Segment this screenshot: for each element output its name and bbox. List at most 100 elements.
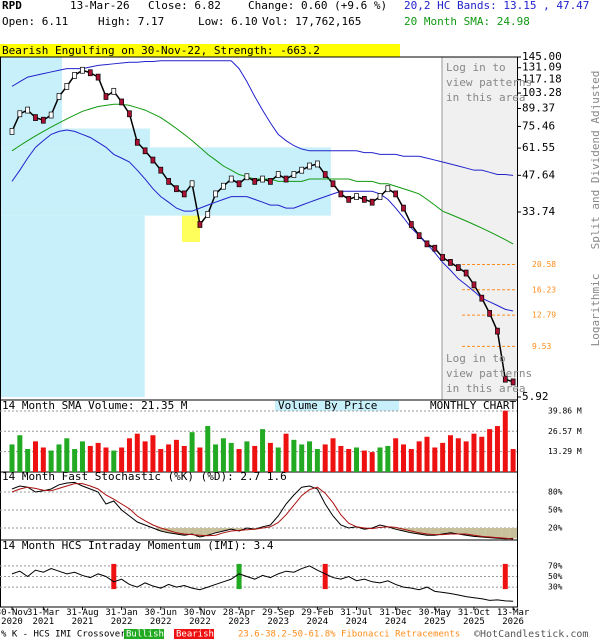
series-line [11,483,514,540]
y-tick-label: 89.37 [522,101,555,114]
volume-bar [369,452,375,472]
close-marker [236,180,242,188]
close-marker [64,83,70,90]
y-tick-label: 5.92 [522,390,549,403]
scale-label: Logarithmic [589,274,600,347]
close-marker [362,196,367,203]
close-marker [291,171,297,178]
vbp-title: Volume By Price [278,399,377,412]
close-marker [354,193,359,200]
close-marker [307,162,312,170]
y-tick-label: 75.46 [522,119,555,132]
close-marker [283,175,289,183]
symbol: RPD [2,0,22,12]
volume-bar [385,445,391,472]
footer-bullish: Bullish [126,630,164,640]
close-marker [455,264,461,271]
volume-bar [150,435,156,472]
close-marker [369,198,375,206]
close-marker [111,87,117,95]
oversold-fill [470,528,478,537]
oversold-fill [454,528,463,534]
y-tick-label: 145.00 [522,50,562,63]
bullish-crossover [236,563,242,590]
volume-bar [197,447,203,472]
close-marker [299,166,305,174]
volume-bar [314,449,320,472]
close-marker [95,73,101,81]
close-marker [252,178,258,185]
oversold-fill [156,528,165,531]
volume-bar [377,447,383,472]
imi-title: 14 Month HCS Intraday Momentum (IMI): 3.… [2,539,274,552]
x-tick-label: 29-Sep 2023 [261,608,295,627]
oversold-fill [509,528,518,539]
volume-bar [487,429,493,472]
close-marker [424,240,430,248]
y-tick-label: 61.55 [522,141,555,154]
close-marker [33,114,38,121]
change: Change: 0.60 (+9.6 %) [248,0,387,12]
high: High: 7.17 [98,15,164,28]
footer-fibonacci: 23.6-38.2-50-61.8% Fibonacci Retracement… [238,630,460,640]
close-marker [56,93,62,100]
volume-bar [111,450,117,472]
close-marker [268,178,273,185]
close-marker [87,69,93,77]
login-notice: Log in to view patterns in this area [446,61,533,104]
volume-bar [252,445,258,472]
volume-bar [494,426,500,472]
volume-bar [338,445,344,472]
y-tick-label: 50% [548,572,563,581]
volume-bar [213,444,219,472]
close-marker [174,185,179,193]
date: 13-Mar-26 [70,0,130,12]
oversold-fill [360,528,369,530]
y-tick-label: 39.86 M [548,406,582,415]
volume-bar [291,439,297,472]
close-marker [48,111,54,119]
x-tick-label: 13-Mar 2026 [496,608,530,627]
y-tick-label: 50% [548,506,563,515]
close-marker [228,175,234,183]
volume-bar [236,449,242,472]
volume-bar [283,433,289,472]
oversold-fill [423,528,431,536]
y-tick-label: 117.18 [522,73,562,86]
fib-label: 12.79 [532,311,556,320]
oversold-fill [250,528,259,530]
bearish-bg [174,629,214,639]
volume-bar [260,429,266,472]
volume-bar [103,447,109,472]
volume-bar [9,444,15,472]
close-marker [338,190,344,198]
bands-legend: 20,2 HC Bands: 13.15 , 47.47 [404,0,589,12]
close-marker [189,180,195,188]
sma-legend: 20 Month SMA: 24.98 [404,15,530,28]
y-tick-label: 13.29 M [548,447,582,456]
volume-bar [502,410,508,472]
oversold-fill [430,528,439,536]
volume-bar [510,449,516,472]
oversold-fill [196,528,204,537]
close-marker [346,196,352,203]
close-marker [103,93,109,100]
close-marker [9,128,15,135]
close-marker [471,281,477,289]
close-marker [244,173,250,181]
volume-bar [267,442,273,472]
volume-bar [346,449,352,472]
y-tick-label: 33.74 [522,205,555,218]
volume-bar [275,447,281,472]
y-tick-label: 70% [548,561,563,570]
volume-bar [440,442,446,472]
x-tick-label: 30-Nov 2022 [183,608,217,627]
volume-bar [244,441,250,472]
pattern-zone [442,57,517,400]
volume-by-price-bar [0,147,331,216]
close: Close: 6.82 [148,0,221,12]
footer-crossover: % K - HCS IMI Crossover: [1,630,131,640]
volume-bar [79,441,85,472]
